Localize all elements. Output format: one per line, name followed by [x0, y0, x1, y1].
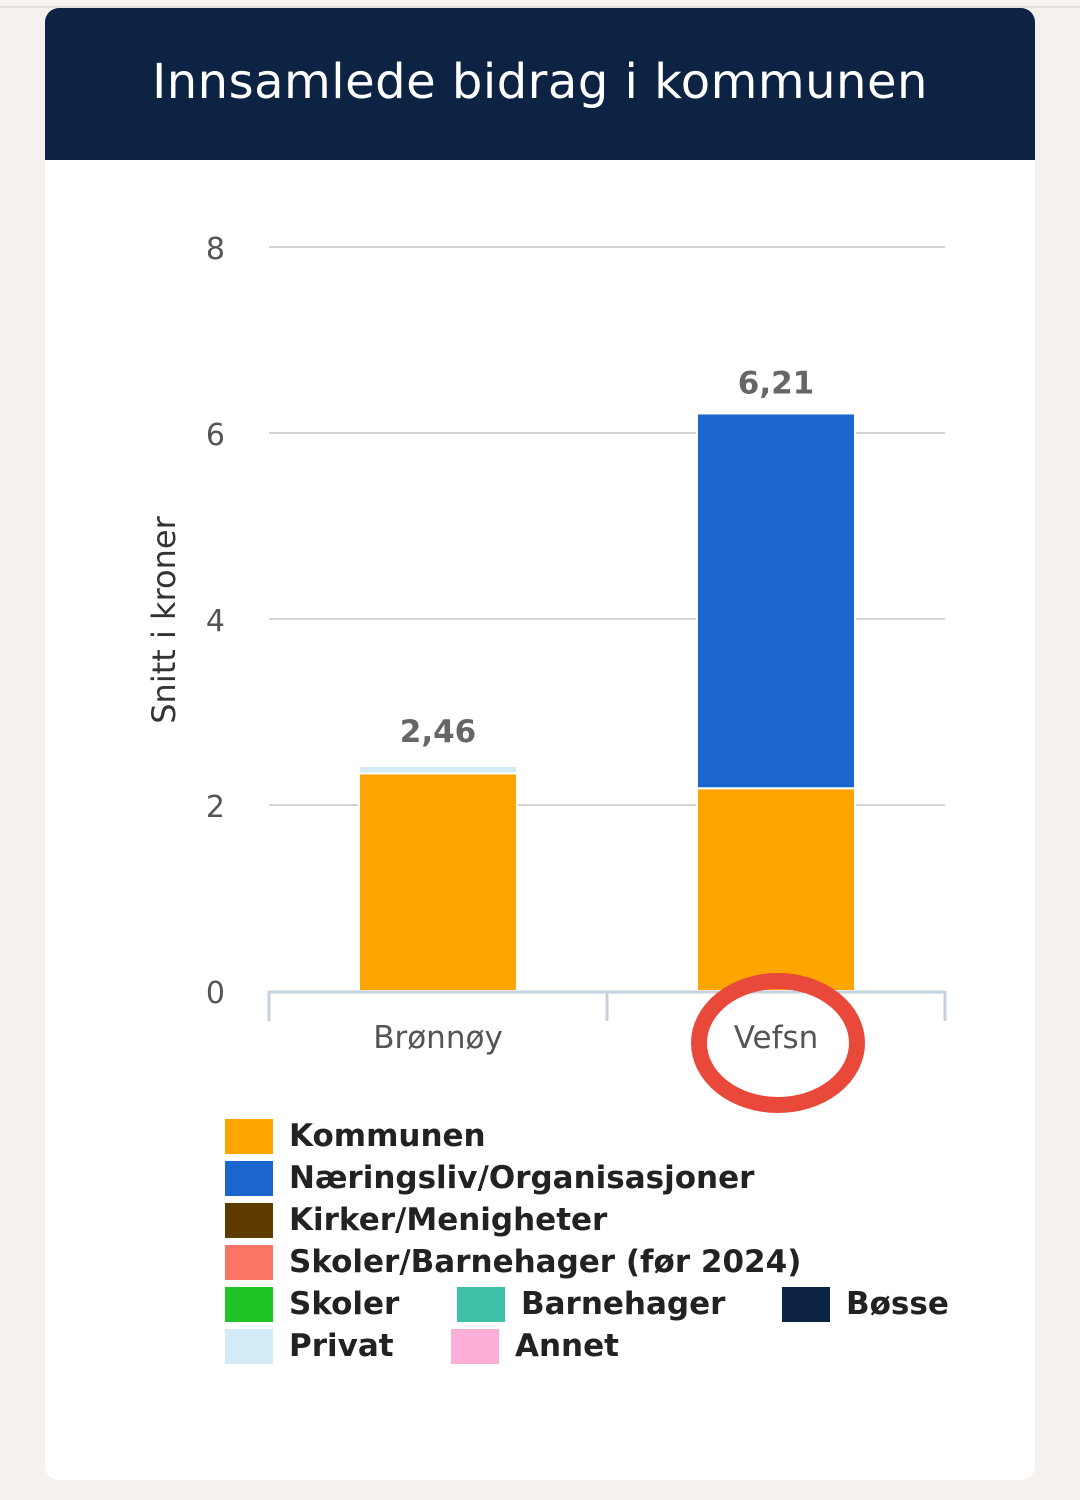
- legend-item[interactable]: Skoler: [225, 1286, 399, 1322]
- legend-item[interactable]: Privat: [225, 1328, 394, 1364]
- legend-item[interactable]: Annet: [451, 1328, 619, 1364]
- legend-swatch: [457, 1286, 505, 1322]
- legend-item[interactable]: Næringsliv/Organisasjoner: [225, 1160, 754, 1196]
- bar-total-label: 2,46: [400, 714, 477, 750]
- legend-label: Privat: [289, 1328, 394, 1364]
- legend-label: Annet: [515, 1328, 619, 1364]
- legend-swatch: [225, 1118, 273, 1154]
- card-header: Innsamlede bidrag i kommunen: [45, 8, 1035, 160]
- y-tick-label: 4: [206, 604, 225, 639]
- legend-label: Næringsliv/Organisasjoner: [289, 1160, 755, 1196]
- top-divider: [0, 6, 1080, 8]
- bar-total-label: 6,21: [738, 365, 815, 401]
- legend-item[interactable]: Kommunen: [225, 1118, 486, 1154]
- bar-segment-kommunen: [696, 787, 856, 993]
- x-tick-label: Vefsn: [734, 1020, 819, 1056]
- legend-label: Skoler/Barnehager (før 2024): [289, 1244, 802, 1280]
- legend-label: Kommunen: [289, 1118, 486, 1154]
- y-axis-title: Snitt i kroner: [145, 515, 183, 723]
- chart-legend: Kommunen Næringsliv/Organisasjoner Kirker/…: [225, 1118, 985, 1378]
- legend-item[interactable]: Barnehager: [457, 1286, 725, 1322]
- legend-label: Barnehager: [521, 1286, 726, 1322]
- legend-swatch: [225, 1286, 273, 1322]
- legend-swatch: [225, 1160, 273, 1196]
- legend-swatch: [225, 1244, 273, 1280]
- legend-label: Skoler: [289, 1286, 400, 1322]
- y-tick-label: 8: [206, 232, 225, 267]
- y-tick-label: 6: [206, 418, 225, 453]
- legend-swatch: [225, 1202, 273, 1238]
- highlight-circle: [691, 973, 865, 1113]
- legend-swatch: [225, 1328, 273, 1364]
- chart-title: Innsamlede bidrag i kommunen: [152, 54, 928, 110]
- x-tick-label: Brønnøy: [373, 1020, 503, 1056]
- legend-item[interactable]: Kirker/Menigheter: [225, 1202, 607, 1238]
- legend-label: Bøsse: [846, 1286, 949, 1322]
- chart-card: Innsamlede bidrag i kommunen 0 2 4 6 8 Snitt …: [45, 8, 1035, 1480]
- y-tick-label: 2: [206, 790, 225, 825]
- bar-segment-privat: [358, 764, 518, 775]
- bar-segment-kommunen: [358, 772, 518, 992]
- bar-chart: 0 2 4 6 8 Snitt i kroner 2,46 Brønnøy 6,21 Vefsn: [145, 232, 947, 1113]
- legend-swatch: [782, 1286, 830, 1322]
- bar-segment-næringsliv-organisasjoner: [696, 412, 856, 790]
- legend-item[interactable]: Skoler/Barnehager (før 2024): [225, 1244, 801, 1280]
- legend-item[interactable]: Bøsse: [782, 1286, 949, 1322]
- legend-label: Kirker/Menigheter: [289, 1202, 608, 1238]
- legend-swatch: [451, 1328, 499, 1364]
- y-tick-label: 0: [206, 976, 225, 1011]
